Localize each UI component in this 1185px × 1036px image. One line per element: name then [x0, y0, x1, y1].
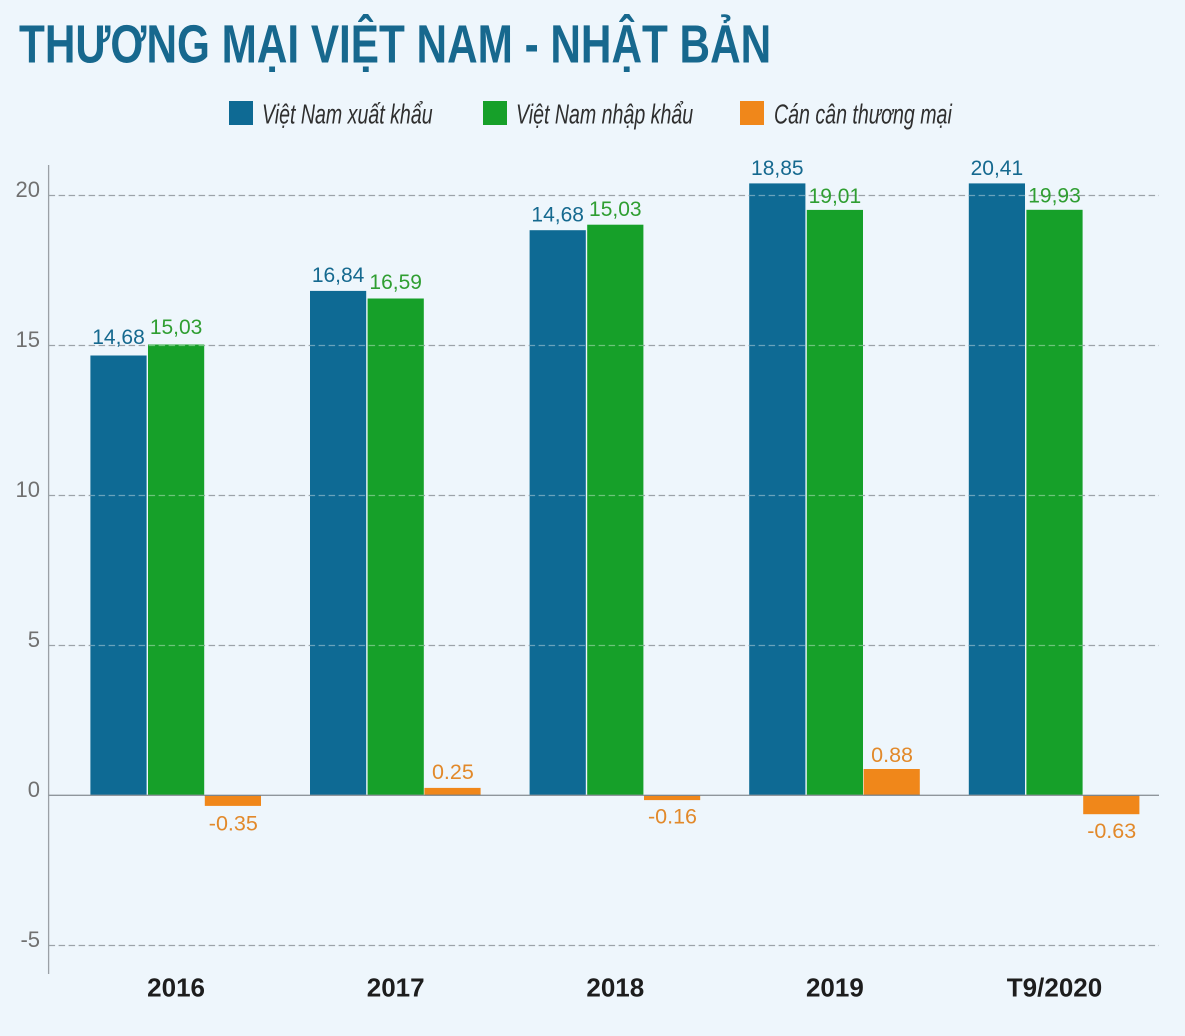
svg-text:19,01: 19,01 [809, 185, 862, 208]
svg-text:Cán cân thương mại: Cán cân thương mại [774, 99, 952, 130]
svg-text:5: 5 [28, 627, 40, 652]
svg-text:-0.63: -0.63 [1087, 819, 1136, 843]
svg-text:14,68: 14,68 [92, 326, 145, 349]
svg-text:20: 20 [16, 177, 40, 202]
svg-text:15,03: 15,03 [150, 316, 203, 339]
svg-text:Việt Nam nhập khẩu: Việt Nam nhập khẩu [516, 99, 693, 130]
svg-text:14,68: 14,68 [531, 203, 584, 226]
svg-text:19,93: 19,93 [1028, 185, 1081, 208]
svg-text:-0.35: -0.35 [209, 811, 258, 835]
svg-text:10: 10 [16, 477, 40, 502]
svg-text:2018: 2018 [586, 973, 644, 1003]
svg-text:-5: -5 [20, 927, 40, 952]
svg-text:15: 15 [16, 327, 40, 352]
svg-text:T9/2020: T9/2020 [1007, 973, 1102, 1003]
svg-text:18,85: 18,85 [751, 157, 804, 180]
svg-text:THƯƠNG MẠI VIỆT NAM - NHẬT BẢN: THƯƠNG MẠI VIỆT NAM - NHẬT BẢN [19, 14, 771, 75]
svg-text:20,41: 20,41 [971, 157, 1024, 180]
svg-text:0: 0 [28, 777, 40, 802]
svg-text:Việt Nam xuất khẩu: Việt Nam xuất khẩu [262, 99, 433, 130]
svg-text:16,84: 16,84 [312, 264, 365, 287]
svg-text:2016: 2016 [147, 973, 205, 1003]
svg-text:2017: 2017 [367, 973, 425, 1003]
svg-text:-0.16: -0.16 [648, 805, 697, 829]
svg-text:0.88: 0.88 [871, 743, 913, 767]
svg-text:2019: 2019 [806, 973, 864, 1003]
svg-text:15,03: 15,03 [589, 198, 642, 221]
svg-text:0.25: 0.25 [432, 760, 474, 784]
svg-text:16,59: 16,59 [369, 271, 422, 294]
